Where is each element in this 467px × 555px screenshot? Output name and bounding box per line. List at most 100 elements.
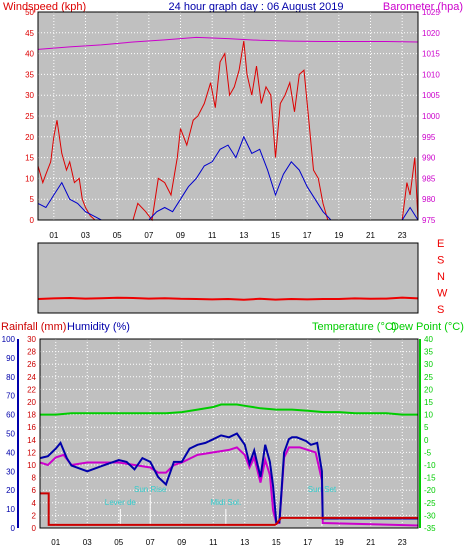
wind-hour-tick-label: 01 — [49, 231, 58, 240]
temp-hour-tick-label: 21 — [366, 538, 375, 547]
direction-label: W — [437, 288, 448, 300]
temp-hour-tick-label: 17 — [303, 538, 312, 547]
humidity-tick-label: 90 — [6, 354, 15, 363]
rainfall-tick-label: 10 — [27, 461, 36, 470]
temp-hour-tick-label: 01 — [51, 538, 60, 547]
rainfall-tick-label: 22 — [27, 385, 36, 394]
windspeed-tick-label: 20 — [25, 133, 34, 142]
rainfall-tick-label: 16 — [27, 423, 36, 432]
humidity-tick-label: 100 — [2, 335, 16, 344]
temperature-tick-label: -30 — [424, 511, 436, 520]
humidity-axis-title: Humidity (%) — [67, 321, 130, 333]
wind-hour-tick-label: 13 — [239, 231, 248, 240]
wind-hour-tick-label: 17 — [303, 231, 312, 240]
barometer-tick-label: 1000 — [422, 112, 440, 121]
direction-plot-border — [37, 242, 419, 314]
rainfall-tick-label: 0 — [32, 524, 37, 533]
humidity-series-line — [39, 432, 418, 524]
temperature-tick-label: 20 — [424, 385, 433, 394]
wind-direction-series-line — [37, 296, 419, 301]
windspeed-axis: 0 5 10 15 20 25 30 35 40 45 50 — [25, 8, 34, 225]
rainfall-tick-label: 14 — [27, 436, 36, 445]
rainfall-series-line — [40, 492, 418, 526]
windspeed-tick-label: 15 — [25, 154, 34, 163]
dew-point-axis-title: Dew Point (°C) — [391, 321, 464, 333]
annotation-label: Midi Sol. — [211, 498, 242, 507]
rainfall-tick-label: 12 — [27, 448, 36, 457]
temp-hour-tick-label: 03 — [83, 538, 92, 547]
dew-point-series-line — [39, 446, 419, 527]
temp-hour-tick-label: 19 — [335, 538, 344, 547]
barometer-series-line — [37, 36, 419, 50]
temperature-tick-label: -10 — [424, 461, 436, 470]
humidity-tick-label: 30 — [6, 467, 15, 476]
barometer-axis-title: Barometer (hpa) — [383, 1, 463, 13]
humidity-tick-label: 60 — [6, 411, 15, 420]
humidity-tick-label: 70 — [6, 392, 15, 401]
temp-hour-tick-label: 11 — [209, 538, 218, 547]
direction-plot-area — [38, 243, 418, 313]
wind-grid — [38, 11, 418, 221]
wind-hour-tick-label: 19 — [334, 231, 343, 240]
barometer-tick-label: 1025 — [422, 8, 440, 17]
barometer-tick-label: 1020 — [422, 29, 440, 38]
windspeed-tick-label: 5 — [30, 195, 35, 204]
rainfall-tick-label: 4 — [32, 499, 37, 508]
annotation-label: Lever de — [105, 498, 137, 507]
humidity-tick-label: 40 — [6, 448, 15, 457]
rainfall-tick-label: 6 — [32, 486, 37, 495]
wind-plot-border — [37, 11, 419, 221]
windspeed-axis-title: Windspeed (kph) — [3, 1, 86, 13]
direction-label: S — [437, 304, 444, 316]
wind-hour-tick-label: 21 — [366, 231, 375, 240]
temp-hour-tick-label: 07 — [146, 538, 155, 547]
barometer-axis: 975 980 985 990 995 1000 1005 1010 1015 1020 1025 — [422, 8, 440, 225]
temp-plot-area — [40, 339, 418, 528]
temp-hour-tick-label: 15 — [272, 538, 281, 547]
temperature-tick-label: 15 — [424, 398, 433, 407]
barometer-tick-label: 1010 — [422, 70, 440, 79]
temperature-tick-label: -5 — [424, 448, 432, 457]
temp-hour-axis: 01 03 05 07 09 11 13 15 17 19 21 23 — [51, 538, 407, 547]
wind-hour-tick-label: 15 — [271, 231, 280, 240]
annotation-label: Sun Rise — [134, 485, 167, 494]
rainfall-tick-label: 28 — [27, 348, 36, 357]
temperature-tick-label: 10 — [424, 411, 433, 420]
humidity-tick-label: 50 — [6, 430, 15, 439]
wind-hour-axis: 01 03 05 07 09 11 13 15 17 19 21 23 — [49, 231, 407, 240]
wind-hour-tick-label: 23 — [398, 231, 407, 240]
rainfall-tick-label: 18 — [27, 411, 36, 420]
rainfall-tick-label: 30 — [27, 335, 36, 344]
rainfall-tick-label: 8 — [32, 474, 37, 483]
temperature-tick-label: 30 — [424, 360, 433, 369]
temperature-axis-title: Temperature (°C) — [312, 321, 396, 333]
temp-hour-tick-label: 05 — [114, 538, 123, 547]
barometer-tick-label: 1015 — [422, 50, 440, 59]
direction-label: N — [437, 271, 445, 283]
temperature-tick-label: -35 — [424, 524, 436, 533]
direction-label: S — [437, 255, 444, 267]
windspeed-tick-label: 10 — [25, 174, 34, 183]
barometer-tick-label: 990 — [422, 154, 436, 163]
wind-hour-tick-label: 09 — [176, 231, 185, 240]
windspeed-tick-label: 45 — [25, 29, 34, 38]
windspeed-tick-label: 35 — [25, 70, 34, 79]
wind-hour-tick-label: 07 — [144, 231, 153, 240]
humidity-tick-label: 0 — [11, 524, 16, 533]
windspeed-series-line — [37, 41, 419, 222]
barometer-tick-label: 975 — [422, 216, 436, 225]
wind-hour-tick-label: 03 — [81, 231, 90, 240]
graph-day-title: 24 hour graph day : 06 August 2019 — [169, 1, 344, 13]
temp-hour-tick-label: 09 — [177, 538, 186, 547]
temp-hour-tick-label: 23 — [398, 538, 407, 547]
windspeed-tick-label: 30 — [25, 91, 34, 100]
rainfall-tick-label: 24 — [27, 373, 36, 382]
temperature-tick-label: 40 — [424, 335, 433, 344]
windspeed-tick-label: 25 — [25, 112, 34, 121]
